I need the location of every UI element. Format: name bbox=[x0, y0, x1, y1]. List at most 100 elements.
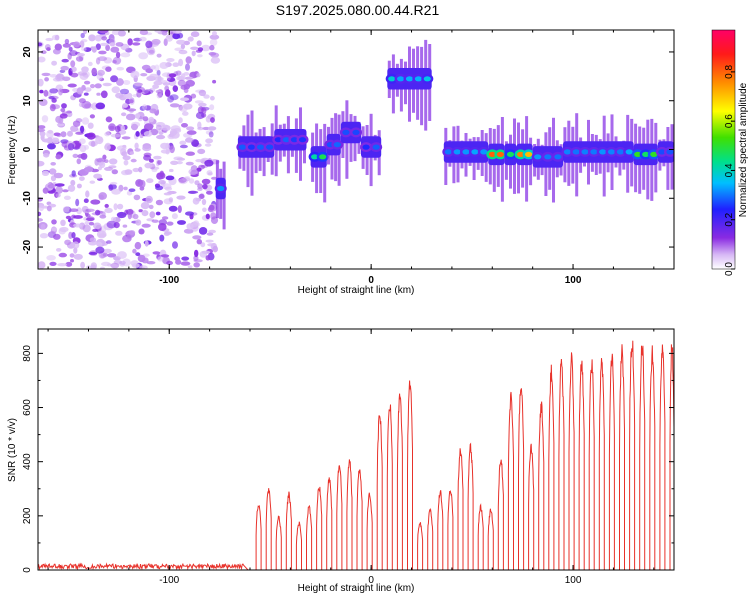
y-tick-label: -10 bbox=[22, 191, 33, 206]
noise-blob bbox=[73, 215, 83, 219]
noise-blob bbox=[79, 176, 85, 182]
noise-blob bbox=[190, 46, 199, 50]
noise-blob bbox=[80, 261, 85, 269]
noise-blob bbox=[103, 248, 112, 254]
noise-blob bbox=[201, 198, 207, 206]
noise-blob bbox=[48, 96, 55, 100]
noise-blob bbox=[115, 51, 121, 59]
noise-blob bbox=[38, 211, 42, 217]
noise-blob bbox=[191, 50, 196, 57]
noise-blob bbox=[113, 203, 118, 211]
noise-blob bbox=[164, 231, 172, 235]
colorbar-tick-label: 0.6 bbox=[724, 114, 735, 128]
noise-blob bbox=[172, 62, 180, 67]
noise-blob bbox=[62, 43, 71, 48]
noise-blob bbox=[176, 157, 186, 161]
noise-blob bbox=[50, 162, 56, 166]
noise-blob bbox=[63, 195, 71, 200]
noise-blob bbox=[186, 223, 194, 230]
spectrogram-segment bbox=[504, 118, 517, 194]
noise-blob bbox=[186, 130, 197, 135]
noise-blob bbox=[210, 52, 220, 58]
noise-blob bbox=[65, 215, 72, 220]
colorbar-title: Normalized spectral amplitude bbox=[738, 82, 749, 217]
noise-blob bbox=[169, 103, 180, 108]
noise-blob bbox=[146, 261, 156, 265]
noise-blob bbox=[135, 131, 140, 137]
noise-blob bbox=[116, 66, 125, 71]
spectral-blob-core bbox=[642, 151, 650, 157]
noise-blob bbox=[86, 132, 96, 140]
spectrogram-segment bbox=[442, 125, 490, 185]
noise-blob bbox=[110, 262, 120, 269]
noise-blob bbox=[210, 56, 221, 64]
noise-blob bbox=[208, 204, 215, 211]
noise-blob bbox=[38, 128, 46, 132]
noise-blob bbox=[122, 80, 131, 85]
spectral-blob-core bbox=[405, 76, 414, 82]
x-tick-label: 100 bbox=[565, 275, 582, 286]
noise-blob bbox=[95, 102, 106, 110]
y-tick-label: 200 bbox=[22, 507, 33, 524]
noise-blob bbox=[145, 195, 153, 204]
noise-blob bbox=[69, 208, 79, 212]
noise-blob bbox=[76, 87, 84, 95]
noise-blob bbox=[83, 92, 89, 96]
noise-blob bbox=[154, 64, 160, 72]
noise-blob bbox=[38, 125, 46, 130]
noise-blob bbox=[89, 114, 95, 119]
noise-blob bbox=[91, 46, 97, 53]
noise-blob bbox=[110, 46, 120, 53]
spectral-blob-core bbox=[290, 137, 298, 143]
noise-blob bbox=[136, 90, 142, 98]
noise-blob bbox=[90, 84, 95, 89]
noise-blob bbox=[116, 78, 124, 86]
noise-blob bbox=[38, 160, 45, 167]
spectrogram-segment bbox=[308, 123, 329, 203]
spectral-blob-core bbox=[414, 76, 422, 82]
y-tick-label: 400 bbox=[22, 453, 33, 470]
noise-blob bbox=[205, 115, 212, 123]
noise-blob bbox=[192, 235, 202, 240]
noise-blob bbox=[149, 108, 157, 114]
colorbar-tick-label: 0.0 bbox=[724, 262, 735, 276]
noise-blob bbox=[131, 263, 140, 268]
noise-blob bbox=[181, 123, 188, 128]
noise-blob bbox=[187, 265, 193, 269]
noise-blob bbox=[100, 90, 108, 99]
noise-blob bbox=[123, 186, 128, 191]
noise-blob bbox=[96, 157, 106, 163]
noise-blob bbox=[89, 180, 96, 184]
noise-blob bbox=[162, 256, 170, 265]
noise-blob bbox=[115, 230, 123, 236]
noise-blob bbox=[125, 98, 131, 105]
noise-blob bbox=[166, 221, 174, 226]
noise-blob bbox=[51, 219, 57, 225]
noise-blob bbox=[185, 137, 194, 143]
noise-blob bbox=[158, 131, 164, 135]
spectral-blob-core bbox=[625, 149, 633, 155]
noise-blob bbox=[100, 266, 105, 269]
noise-blob bbox=[169, 94, 179, 101]
noise-blob bbox=[209, 44, 215, 51]
noise-blob bbox=[93, 222, 102, 230]
noise-blob bbox=[134, 148, 141, 152]
noise-blob bbox=[132, 213, 139, 220]
noise-blob bbox=[42, 187, 49, 194]
y-tick-label: 0 bbox=[22, 567, 33, 573]
noise-blob bbox=[187, 36, 194, 42]
noise-blob bbox=[132, 167, 140, 173]
noise-blob bbox=[70, 60, 76, 68]
noise-blob bbox=[195, 159, 203, 163]
spectral-blob-core bbox=[480, 149, 488, 155]
spectral-blob-core bbox=[444, 149, 452, 155]
noise-blob bbox=[180, 261, 191, 266]
noise-blob bbox=[117, 30, 126, 37]
noise-blob bbox=[205, 239, 214, 243]
noise-blob bbox=[177, 79, 186, 87]
noise-blob bbox=[202, 183, 208, 190]
noise-blob bbox=[49, 168, 57, 175]
spectral-blob-core bbox=[517, 151, 525, 157]
noise-blob bbox=[208, 131, 214, 138]
